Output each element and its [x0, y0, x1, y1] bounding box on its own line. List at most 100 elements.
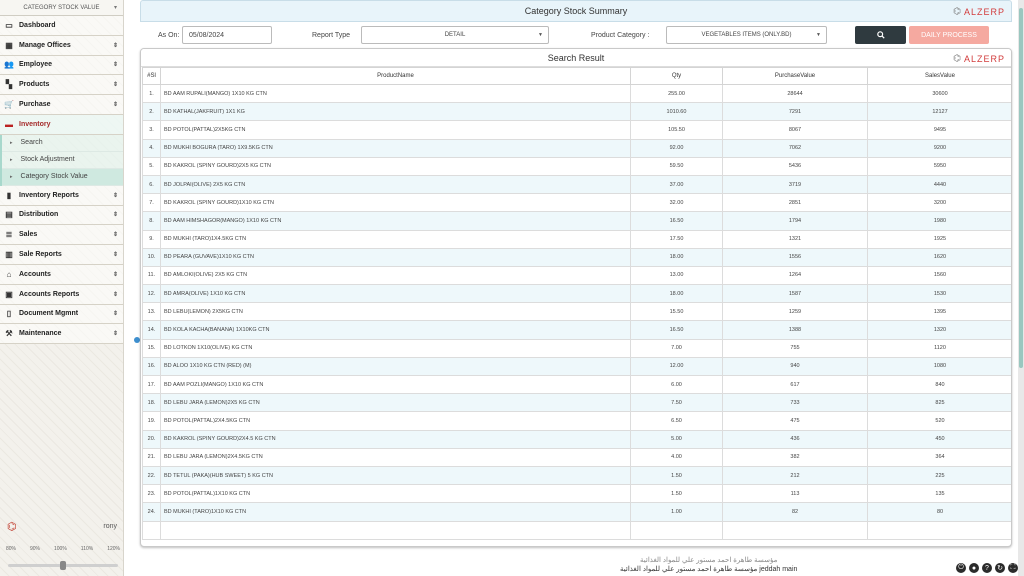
inventory-submenu: ▸ Search ▸ Stock Adjustment ▸ Category Stoc…: [0, 134, 123, 186]
sidebar-item-document-mgmnt[interactable]: ▯ Document Mgmnt ⇕: [0, 304, 123, 325]
daily-process-button[interactable]: DAILY PROCESS: [909, 26, 989, 44]
table-row[interactable]: 18. BD LEBU JARA (LEMON)2X5 KG CTN 7.50 733…: [142, 393, 1011, 413]
table-cell: BD AMRA(OLIVE) 1X10 KG CTN: [160, 284, 631, 304]
column-header[interactable]: #Sl: [142, 67, 161, 85]
table-row[interactable]: 10. BD PEARA (GUVAVE)1X10 KG CTN 18.00 1556…: [142, 247, 1011, 267]
sidebar-item-manage-offices[interactable]: ▦ Manage Offices ⇕: [0, 35, 123, 56]
as-on-date-input[interactable]: 05/08/2024: [182, 26, 272, 44]
table-cell: 1556: [722, 247, 868, 267]
alzerp-logo-icon: ⌬: [7, 520, 17, 533]
expand-icon: ⇕: [112, 192, 118, 199]
table-cell: 15.50: [630, 302, 723, 322]
table-row[interactable]: 16. BD ALOO 1X10 KG CTN (RED) (M) 12.00 940…: [142, 356, 1011, 377]
search-result-panel: Search Result ⌬ ALZERP #Sl ProductName Qt…: [140, 48, 1012, 547]
table-cell: 1.: [142, 83, 161, 104]
table-row[interactable]: 5. BD KAKROL (SPINY GOURD)2X5 KG CTN 59.50…: [142, 156, 1011, 176]
column-header[interactable]: SalesValue: [867, 67, 1011, 85]
table-cell: 8067: [722, 120, 868, 140]
sidebar-item-maintenance[interactable]: ⚒ Maintenance ⇕: [0, 324, 123, 345]
table-row[interactable]: 21. BD LEBU JARA (LEMON)2X4.5KG CTN 4.00 38…: [142, 447, 1011, 467]
sidebar-title[interactable]: CATEGORY STOCK VALUE ▾: [0, 0, 123, 16]
table-row[interactable]: [142, 520, 1011, 540]
as-on-label: As On:: [158, 31, 180, 39]
dropdown-arrow-icon: ▼: [538, 32, 543, 38]
table-cell: 82: [722, 502, 868, 522]
page-header: Category Stock Summary ⌬ ALZERP: [140, 0, 1012, 22]
column-header[interactable]: ProductName: [160, 67, 631, 85]
table-cell: 1395: [867, 302, 1011, 322]
table-row[interactable]: 1. BD AAM RUPALI(MANGO) 1X10 KG CTN 255.00…: [142, 83, 1011, 104]
zoom-slider[interactable]: [8, 561, 118, 570]
table-row[interactable]: 15. BD LOTKON 1X10(OLIVE) KG CTN 7.00 755 11…: [142, 338, 1011, 358]
sidebar-item-dashboard[interactable]: ▭ Dashboard: [0, 16, 123, 36]
submenu-item-category-stock-value[interactable]: ▸ Category Stock Value: [2, 168, 123, 186]
footer-company-line: مؤسسة طاهرة احمد مستور علي للمواد الغذائ…: [640, 557, 778, 564]
sidebar-item-purchase[interactable]: 🛒 Purchase ⇕: [0, 95, 123, 115]
product-category-select[interactable]: VEGETABLES ITEMS (ONLY.BD) ▼: [666, 26, 827, 44]
table-cell: BD AAM POZLI(MANGO) 1X10 KG CTN: [160, 374, 631, 395]
sidebar-item-products[interactable]: ▚ Products ⇕: [0, 75, 123, 96]
chat-icon[interactable]: ●: [969, 563, 979, 573]
table-row[interactable]: 11. BD AMLOKI(OLIVE) 2X5 KG CTN 13.00 1264 1…: [142, 265, 1011, 286]
refresh-icon[interactable]: ↻: [995, 563, 1005, 573]
table-cell: BD PEARA (GUVAVE)1X10 KG CTN: [160, 247, 631, 267]
table-row[interactable]: 4. BD MUKHI BOGURA (TARO) 1X9.5KG CTN 92.0…: [142, 138, 1011, 158]
page-scrollbar[interactable]: [1018, 0, 1024, 576]
table-cell: 17.: [142, 374, 161, 395]
office-icon: ▦: [5, 40, 13, 50]
sidebar-item-accounts[interactable]: ⌂ Accounts ⇕: [0, 264, 123, 285]
table-row[interactable]: 3. BD POTOL(PATTAL)2X5KG CTN 105.50 8067 949…: [142, 120, 1011, 140]
sidebar-item-employee[interactable]: 👥 Employee ⇕: [0, 55, 123, 76]
submenu-item-search[interactable]: ▸ Search: [2, 135, 123, 152]
table-cell: 7062: [722, 138, 868, 158]
table-row[interactable]: 8. BD AAM HIMSHAGOR(MANGO) 1X10 KG CTN 16.…: [142, 211, 1011, 231]
table-cell: 18.00: [630, 247, 723, 267]
table-cell: 18.: [142, 393, 161, 413]
table-cell: 940: [722, 356, 868, 377]
scrollbar-thumb[interactable]: [1019, 8, 1023, 368]
table-cell: 9495: [867, 120, 1011, 140]
table-cell: BD POTOL(PATTAL)2X4.5KG CTN: [160, 411, 631, 431]
column-header[interactable]: Qty: [630, 67, 723, 85]
report-type-select[interactable]: DETAIL ▼: [361, 26, 549, 44]
column-header[interactable]: PurchaseValue: [722, 67, 868, 85]
table-row[interactable]: 6. BD JOLPAI(OLIVE) 2X5 KG CTN 37.00 3719 44…: [142, 174, 1011, 195]
table-row[interactable]: 2. BD KATHAL(JAKFRUIT) 1X1 KG 1010.60 7291 1…: [142, 102, 1011, 122]
sidebar-item-inventory[interactable]: ▬ Inventory: [0, 114, 123, 135]
table-cell: BD POTOL(PATTAL)1X10 KG CTN: [160, 484, 631, 504]
table-row[interactable]: 24. BD MUKHI (TARO)1X10 KG CTN 1.00 82 80: [142, 502, 1011, 522]
table-row[interactable]: 23. BD POTOL(PATTAL)1X10 KG CTN 1.50 113 135: [142, 484, 1011, 504]
submenu-item-stock-adjustment[interactable]: ▸ Stock Adjustment: [2, 152, 123, 169]
power-icon[interactable]: ⏻: [956, 563, 966, 573]
table-row[interactable]: 13. BD LEBU(LEMON) 2X5KG CTN 15.50 1259 1395: [142, 302, 1011, 322]
table-cell: 6.00: [630, 374, 723, 395]
fullscreen-icon[interactable]: ⛶: [1008, 563, 1018, 573]
sidebar-item-accounts-reports[interactable]: ▣ Accounts Reports ⇕: [0, 284, 123, 305]
bullet-icon: ▸: [10, 139, 13, 146]
username[interactable]: rony: [103, 522, 117, 530]
table-cell: 364: [867, 447, 1011, 467]
submenu-item-label: Category Stock Value: [20, 173, 88, 181]
sidebar-item-inventory-reports[interactable]: ▮ Inventory Reports ⇕: [0, 185, 123, 206]
table-cell: 1980: [867, 211, 1011, 231]
caret-icon: ▾: [113, 5, 117, 11]
search-button[interactable]: [855, 26, 906, 44]
table-row[interactable]: 20. BD KAKROL (SPINY GOURD)2X4.5 KG CTN 5.…: [142, 429, 1011, 449]
sidebar-item-sales[interactable]: ≣ Sales ⇕: [0, 225, 123, 246]
table-row[interactable]: 17. BD AAM POZLI(MANGO) 1X10 KG CTN 6.00 61…: [142, 374, 1011, 395]
sidebar-item-distribution[interactable]: ▤ Distribution ⇕: [0, 205, 123, 226]
table-cell: 15.: [142, 338, 161, 358]
table-row[interactable]: 7. BD KAKROL (SPINY GOURD)1X10 KG CTN 32.0…: [142, 193, 1011, 213]
table-row[interactable]: 12. BD AMRA(OLIVE) 1X10 KG CTN 18.00 1587 15…: [142, 284, 1011, 304]
table-row[interactable]: 14. BD KOLA KACHA(BANANA) 1X10KG CTN 16.50…: [142, 320, 1011, 340]
zoom-slider-handle[interactable]: [60, 561, 66, 570]
sidebar-item-sale-reports[interactable]: ▥ Sale Reports ⇕: [0, 245, 123, 265]
help-icon[interactable]: ?: [982, 563, 992, 573]
table-row[interactable]: 22. BD TETUL (PAKA)(HUB SWEET) 5 KG CTN 1.…: [142, 465, 1011, 486]
table-row[interactable]: 19. BD POTOL(PATTAL)2X4.5KG CTN 6.50 475 520: [142, 411, 1011, 431]
table-row[interactable]: 9. BD MUKHI (TARO)1X4.5KG CTN 17.50 1321 192…: [142, 229, 1011, 249]
table-cell: 475: [722, 411, 868, 431]
brand-logo: ⌬ ALZERP: [953, 53, 1005, 64]
table-cell: 1321: [722, 229, 868, 249]
table-cell: BD LEBU JARA (LEMON)2X4.5KG CTN: [160, 447, 631, 467]
